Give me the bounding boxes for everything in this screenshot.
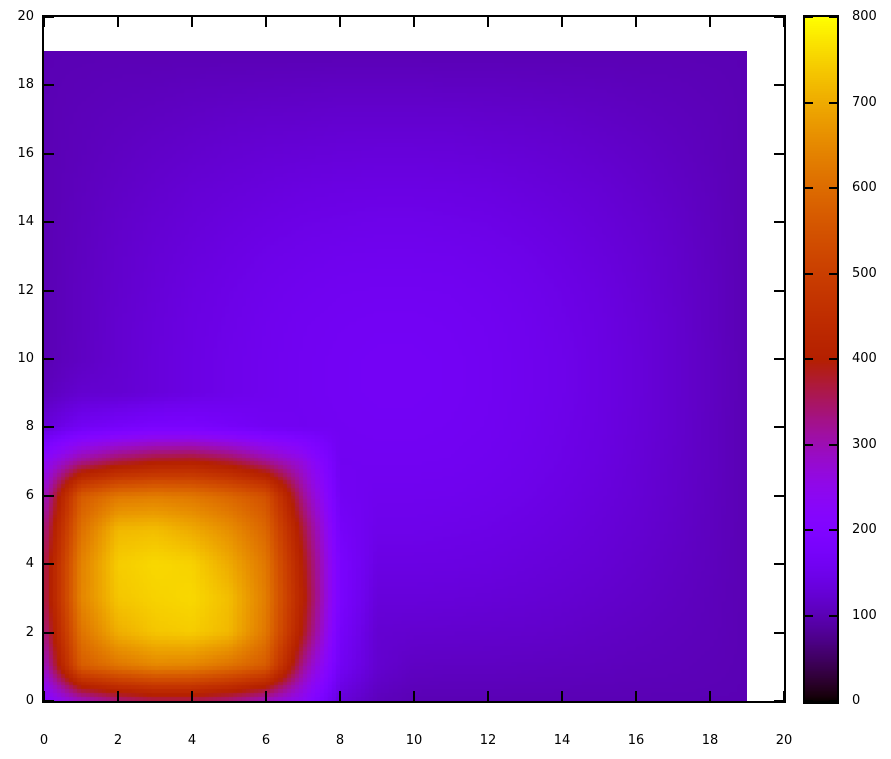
x-tick-mark-mirror (265, 17, 267, 27)
y-tick-label: 10 (17, 351, 34, 366)
colorbar-tick-label: 600 (852, 180, 877, 195)
x-tick-mark (265, 691, 267, 701)
x-tick-mark-mirror (487, 17, 489, 27)
y-tick-label: 18 (17, 77, 34, 92)
y-tick-label: 12 (17, 283, 34, 298)
x-tick-mark-mirror (117, 17, 119, 27)
colorbar-tick-mark-mirror (829, 102, 837, 104)
x-tick-mark-mirror (339, 17, 341, 27)
colorbar-border (803, 15, 839, 704)
y-tick-mark (44, 426, 54, 428)
colorbar-tick-label: 700 (852, 95, 877, 110)
y-tick-mark (44, 16, 54, 18)
x-tick-mark (413, 691, 415, 701)
x-tick-label: 10 (405, 733, 423, 748)
colorbar-tick-mark (805, 187, 813, 189)
y-tick-mark-mirror (774, 358, 784, 360)
x-tick-label: 2 (113, 733, 123, 748)
x-tick-label: 4 (187, 733, 197, 748)
x-tick-mark (487, 691, 489, 701)
y-tick-mark (44, 358, 54, 360)
colorbar-tick-label: 200 (852, 522, 877, 537)
x-tick-label: 8 (335, 733, 345, 748)
colorbar-tick-mark-mirror (829, 16, 837, 18)
y-tick-mark (44, 153, 54, 155)
colorbar-tick-label: 500 (852, 266, 877, 281)
colorbar-tick-label: 300 (852, 437, 877, 452)
colorbar-tick-label: 400 (852, 351, 877, 366)
y-tick-label: 16 (17, 146, 34, 161)
x-tick-mark (561, 691, 563, 701)
colorbar-tick-mark (805, 102, 813, 104)
x-tick-mark-mirror (413, 17, 415, 27)
x-tick-mark-mirror (191, 17, 193, 27)
colorbar-tick-mark (805, 615, 813, 617)
y-tick-mark (44, 290, 54, 292)
y-tick-mark (44, 495, 54, 497)
x-tick-mark (339, 691, 341, 701)
x-tick-mark (783, 691, 785, 701)
colorbar-tick-label: 800 (852, 9, 877, 24)
colorbar-tick-mark-mirror (829, 187, 837, 189)
heatmap-canvas (44, 51, 747, 701)
colorbar-tick-mark (805, 529, 813, 531)
y-tick-mark (44, 84, 54, 86)
x-tick-label: 6 (261, 733, 271, 748)
y-tick-mark-mirror (774, 700, 784, 702)
y-tick-mark-mirror (774, 16, 784, 18)
y-tick-label: 20 (17, 9, 34, 24)
x-tick-mark-mirror (561, 17, 563, 27)
y-tick-label: 6 (25, 488, 34, 503)
y-tick-mark (44, 221, 54, 223)
x-tick-mark (635, 691, 637, 701)
y-tick-label: 14 (17, 214, 34, 229)
colorbar-tick-mark (805, 444, 813, 446)
x-tick-label: 12 (479, 733, 497, 748)
x-tick-label: 18 (701, 733, 719, 748)
y-tick-mark-mirror (774, 495, 784, 497)
x-tick-mark (43, 691, 45, 701)
colorbar-tick-mark (805, 16, 813, 18)
y-tick-label: 0 (25, 693, 34, 708)
x-tick-label: 16 (627, 733, 645, 748)
y-tick-mark-mirror (774, 632, 784, 634)
colorbar-tick-mark (805, 700, 813, 702)
y-tick-mark-mirror (774, 426, 784, 428)
y-tick-mark-mirror (774, 563, 784, 565)
y-tick-mark (44, 632, 54, 634)
x-tick-label: 0 (39, 733, 49, 748)
y-tick-mark-mirror (774, 153, 784, 155)
colorbar-tick-mark-mirror (829, 615, 837, 617)
y-tick-label: 8 (25, 419, 34, 434)
x-tick-mark-mirror (783, 17, 785, 27)
y-tick-mark-mirror (774, 221, 784, 223)
x-tick-mark-mirror (635, 17, 637, 27)
colorbar-tick-mark-mirror (829, 529, 837, 531)
y-tick-label: 4 (25, 556, 34, 571)
y-tick-mark (44, 700, 54, 702)
y-tick-label: 2 (25, 625, 34, 640)
x-tick-mark-mirror (709, 17, 711, 27)
x-tick-mark (117, 691, 119, 701)
y-tick-mark-mirror (774, 290, 784, 292)
x-tick-label: 14 (553, 733, 571, 748)
colorbar-tick-mark-mirror (829, 700, 837, 702)
colorbar-tick-mark (805, 273, 813, 275)
colorbar-tick-mark-mirror (829, 444, 837, 446)
colorbar-tick-label: 0 (852, 693, 861, 708)
x-tick-mark (191, 691, 193, 701)
plot-border (42, 15, 786, 703)
x-tick-label: 20 (775, 733, 793, 748)
x-tick-mark (709, 691, 711, 701)
colorbar-tick-mark (805, 358, 813, 360)
colorbar-tick-mark-mirror (829, 358, 837, 360)
y-tick-mark-mirror (774, 84, 784, 86)
x-tick-mark-mirror (43, 17, 45, 27)
colorbar-tick-label: 100 (852, 608, 877, 623)
y-tick-mark (44, 563, 54, 565)
colorbar-tick-mark-mirror (829, 273, 837, 275)
